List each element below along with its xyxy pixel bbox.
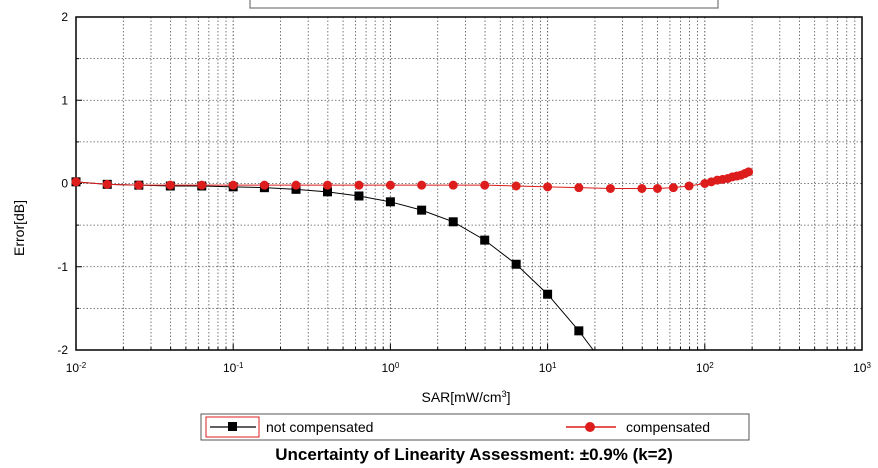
- data-point-compensated: [637, 183, 647, 193]
- data-point-not-compensated: [385, 197, 395, 207]
- data-point-compensated: [165, 180, 175, 190]
- x-tick-label: 100: [381, 361, 399, 376]
- legend-compensated-marker: [585, 422, 595, 432]
- y-tick-label: -2: [57, 343, 68, 357]
- x-tick-label-base: 10: [853, 361, 867, 375]
- data-point-compensated: [511, 181, 521, 191]
- data-point-compensated: [668, 183, 678, 193]
- data-point-not-compensated: [417, 205, 427, 215]
- data-point-compensated: [102, 179, 112, 189]
- data-point-compensated: [197, 180, 207, 190]
- series-not-compensated-line: [75, 181, 594, 351]
- x-tick-label-base: 10: [696, 361, 710, 375]
- x-tick-label-exponent: -1: [236, 361, 244, 370]
- data-point-not-compensated: [543, 289, 553, 299]
- y-axis-label: Error[dB]: [11, 200, 27, 256]
- x-tick-label-exponent: 2: [709, 361, 714, 370]
- data-point-compensated: [574, 183, 584, 193]
- data-point-compensated: [71, 177, 81, 187]
- series-layer: [71, 167, 754, 351]
- y-tick-label: -1: [57, 260, 68, 274]
- x-axis-label: SAR[mW/cm3]: [421, 389, 510, 405]
- data-point-not-compensated: [480, 235, 490, 245]
- x-tick-label-base: 10: [381, 361, 395, 375]
- data-point-not-compensated: [448, 217, 458, 227]
- legend-not-compensated-label: not compensated: [266, 419, 373, 435]
- data-point-compensated: [605, 183, 615, 193]
- data-point-compensated: [417, 180, 427, 190]
- data-point-compensated: [385, 180, 395, 190]
- y-tick-label: 2: [61, 10, 68, 24]
- top-title-box-edge: [249, 0, 719, 9]
- data-point-not-compensated: [354, 191, 364, 201]
- x-tick-label: 103: [853, 361, 871, 376]
- legend-item-box: [205, 416, 260, 438]
- x-axis-label-superscript: 3: [502, 389, 507, 399]
- data-point-compensated: [323, 180, 333, 190]
- legend-compensated-label: compensated: [626, 419, 710, 435]
- data-point-compensated: [744, 167, 754, 177]
- x-tick-label-base: 10: [223, 361, 237, 375]
- data-point-compensated: [291, 180, 301, 190]
- x-tick-label: 101: [539, 361, 557, 376]
- x-axis-label-main: SAR[mW/cm: [421, 389, 501, 405]
- x-tick-label-exponent: -2: [79, 361, 87, 370]
- x-tick-label-exponent: 0: [395, 361, 400, 370]
- data-point-compensated: [684, 181, 694, 191]
- data-point-compensated: [652, 183, 662, 193]
- data-point-compensated: [480, 180, 490, 190]
- data-point-compensated: [259, 180, 269, 190]
- x-tick-label: 10-1: [223, 361, 244, 376]
- legend-not-compensated-marker: [228, 422, 237, 431]
- data-point-compensated: [354, 180, 364, 190]
- x-tick-label: 10-2: [66, 361, 87, 376]
- data-point-compensated: [228, 180, 238, 190]
- chart-caption: Uncertainty of Linearity Assessment: ±0.…: [275, 445, 672, 464]
- y-tick-label: 1: [61, 93, 68, 107]
- data-point-compensated: [543, 182, 553, 192]
- data-point-compensated: [448, 180, 458, 190]
- data-point-not-compensated: [511, 259, 521, 269]
- data-point-compensated: [134, 180, 144, 190]
- plot-grid: [76, 17, 862, 350]
- x-tick-label: 102: [696, 361, 714, 376]
- y-tick-label: 0: [61, 177, 68, 191]
- legend-box: [200, 413, 750, 441]
- x-tick-label-exponent: 3: [866, 361, 871, 370]
- data-point-not-compensated: [323, 187, 333, 197]
- x-tick-label-exponent: 1: [552, 361, 557, 370]
- x-axis-label-suffix: ]: [507, 389, 511, 405]
- x-tick-label-base: 10: [539, 361, 553, 375]
- legend: not compensated compensated: [200, 413, 750, 441]
- data-point-not-compensated: [574, 326, 584, 336]
- x-tick-label-base: 10: [66, 361, 80, 375]
